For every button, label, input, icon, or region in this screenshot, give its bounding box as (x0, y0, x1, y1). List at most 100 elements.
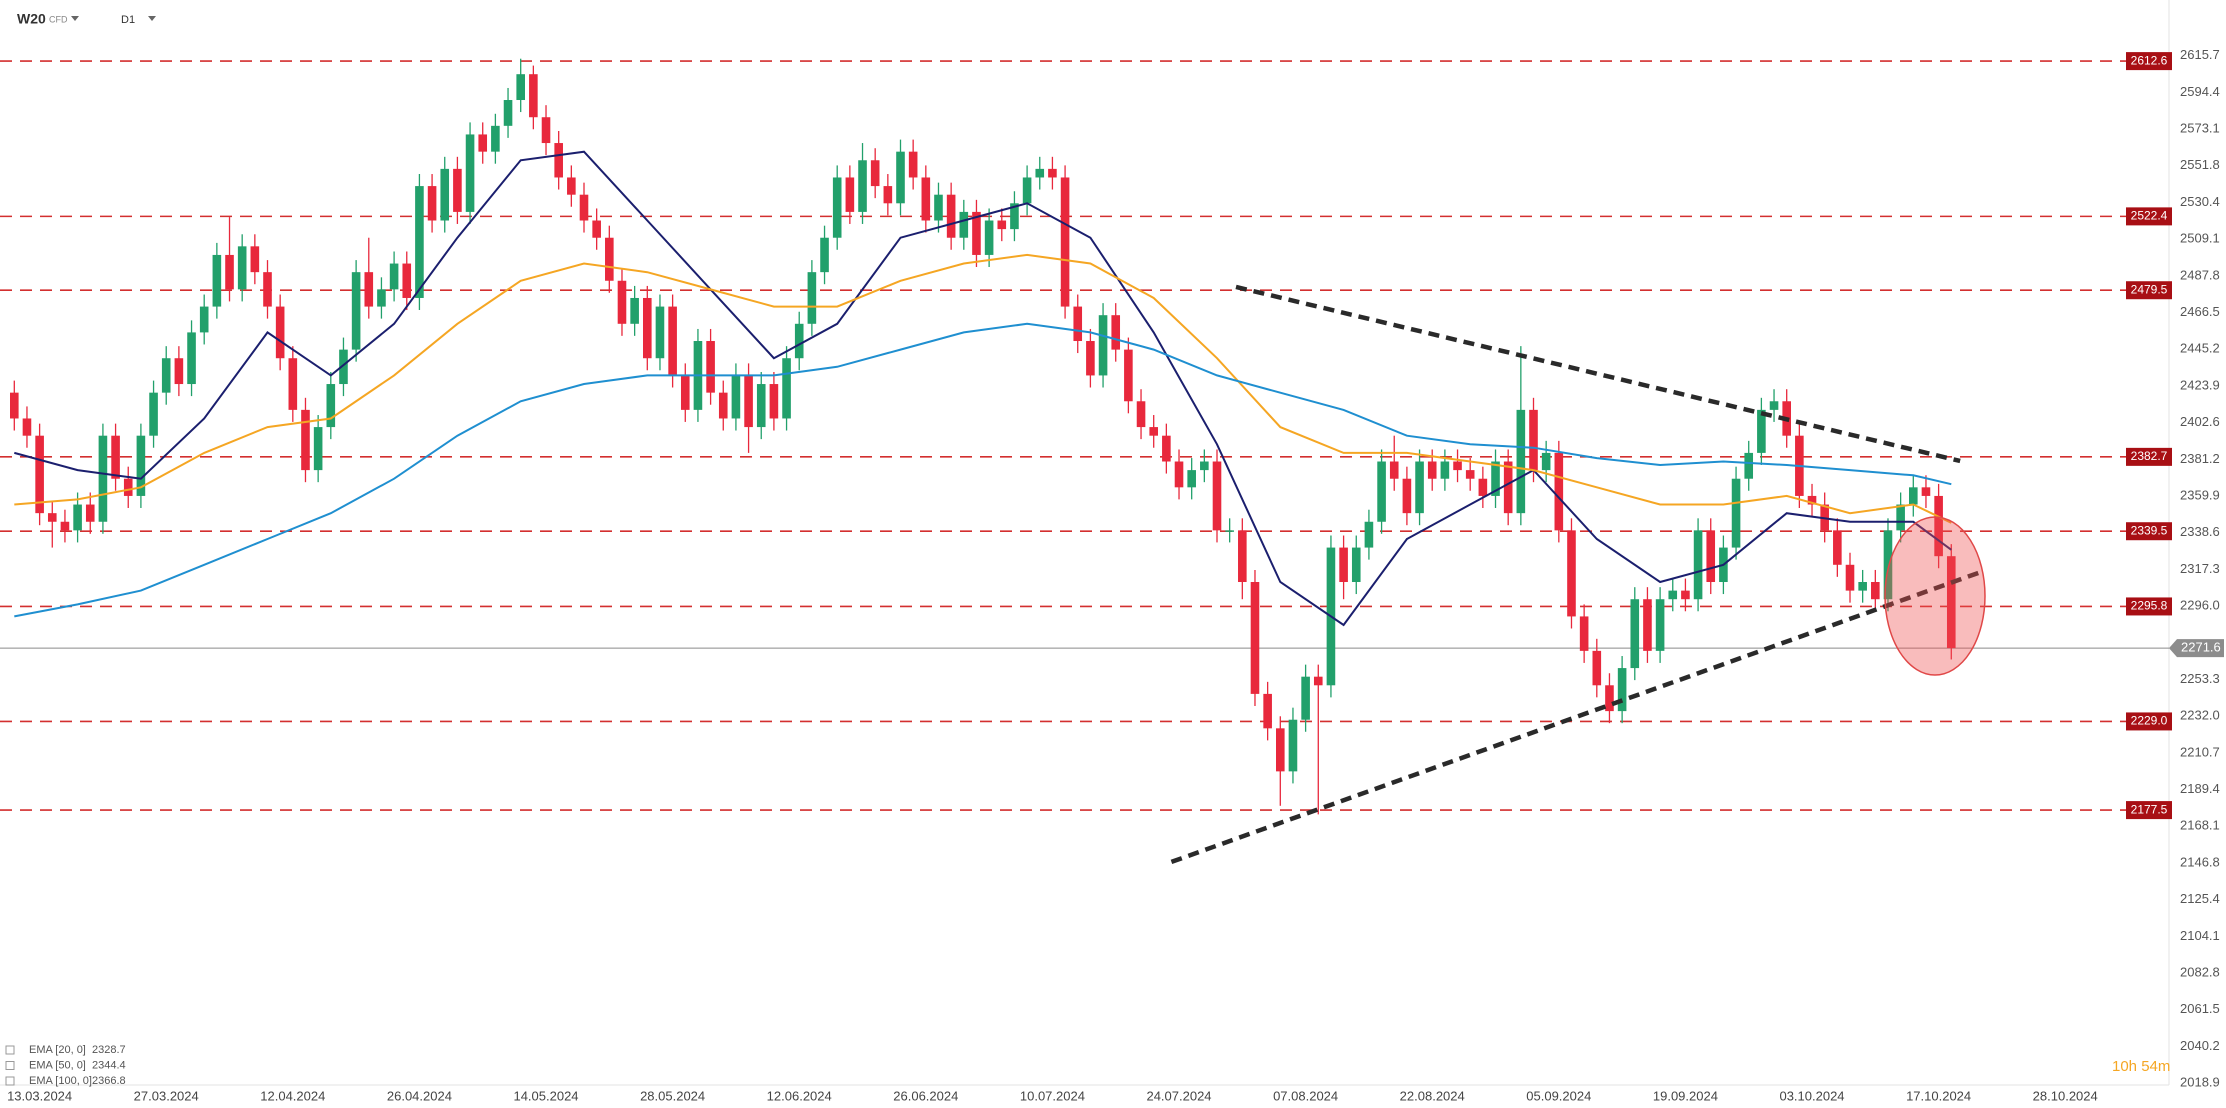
x-tick-label: 28.10.2024 (2033, 1088, 2098, 1103)
candle-body (643, 297, 652, 359)
candle-body (1769, 401, 1779, 410)
candle-body (22, 418, 32, 436)
candle-body (1946, 556, 1956, 649)
candle-body (529, 74, 538, 118)
symbol[interactable]: W20 (17, 11, 46, 27)
candle-body (111, 435, 120, 479)
candle-body (1934, 495, 1943, 557)
legend-icon (5, 1045, 15, 1055)
candle-body (1567, 530, 1576, 617)
last-price-box (2169, 639, 2224, 658)
candle-body (1288, 719, 1298, 772)
level-label: 2479.5 (2131, 282, 2168, 296)
level-label-box (2126, 207, 2172, 226)
x-tick-label: 26.04.2024 (387, 1088, 452, 1103)
candle-body (554, 143, 563, 178)
candle-body (731, 375, 741, 419)
candle-body (10, 392, 19, 419)
candle-body (883, 186, 893, 204)
candle-body (959, 211, 969, 238)
candle-body (174, 358, 184, 385)
legend-icon (5, 1076, 15, 1086)
interval[interactable]: D1 (121, 14, 135, 26)
candle-body (250, 246, 260, 273)
x-tick-label: 24.07.2024 (1146, 1088, 1211, 1103)
candle-body (275, 306, 285, 359)
level-label-box (2126, 281, 2172, 300)
level-label: 2382.7 (2131, 449, 2168, 463)
y-tick-label: 2104.1 (2180, 928, 2220, 943)
candle-body (668, 306, 677, 376)
candle-body (1643, 599, 1652, 651)
legend-icon (5, 1061, 15, 1070)
candle-body (491, 125, 500, 152)
ema-line (14, 253, 1952, 524)
candle-body (263, 272, 272, 307)
last-price-label: 2271.6 (2181, 640, 2221, 655)
plot: 2612.6 2522.4 2479.5 2382.7 2339.5 2295.8 2229… (0, 52, 2172, 865)
candle-body (313, 427, 323, 471)
candle-body (1440, 461, 1450, 479)
candle-body (1541, 452, 1551, 471)
candle-body (1200, 461, 1209, 471)
candle-body (1022, 177, 1032, 204)
candle-body (440, 168, 450, 221)
candle-body (807, 272, 817, 324)
candle-body (1389, 461, 1399, 479)
y-tick-label: 2082.8 (2180, 965, 2220, 980)
candle-body (1136, 401, 1146, 428)
y-tick-label: 2338.6 (2180, 524, 2220, 539)
candle-body (744, 375, 753, 428)
candle-body (1630, 599, 1640, 669)
candle-body (972, 211, 981, 255)
candle-body (1909, 487, 1918, 505)
level-label: 2339.5 (2131, 523, 2168, 537)
candle-body (1048, 168, 1057, 178)
candle-body (832, 177, 842, 238)
level-label-box (2126, 52, 2172, 71)
y-tick-label: 2551.8 (2180, 157, 2220, 172)
candle-body (351, 272, 361, 350)
y-tick-label: 2296.0 (2180, 598, 2220, 613)
y-tick-label: 2018.9 (2180, 1075, 2220, 1090)
level-label-box (2126, 447, 2172, 466)
candle-body (1010, 203, 1019, 230)
dropdown-caret[interactable] (148, 16, 156, 21)
candle-body (541, 117, 551, 144)
candle-body (1516, 409, 1526, 514)
candle-body (617, 280, 627, 324)
candle-body (225, 254, 234, 290)
candle-body (794, 323, 804, 359)
y-tick-label: 2466.5 (2180, 304, 2220, 319)
level-label-box (2126, 597, 2172, 616)
y-tick-label: 2381.2 (2180, 451, 2220, 466)
candle-body (415, 186, 424, 298)
x-tick-label: 14.05.2024 (513, 1088, 578, 1103)
x-tick-label: 07.08.2024 (1273, 1088, 1338, 1103)
candle-body (288, 358, 298, 410)
y-tick-label: 2530.4 (2180, 194, 2220, 209)
candle-body (1807, 495, 1817, 505)
candle-body (402, 263, 412, 298)
candle-body (858, 160, 867, 212)
candle-body (1693, 530, 1703, 600)
x-tick-label: 19.09.2024 (1653, 1088, 1718, 1103)
candle-body (908, 151, 918, 178)
candle-body (1465, 470, 1475, 479)
candle-body (1187, 470, 1196, 488)
countdown: 10h 54m (2112, 1058, 2170, 1075)
candle-body (339, 349, 348, 385)
y-tick-label: 2615.7 (2180, 47, 2220, 62)
x-tick-label: 12.04.2024 (260, 1088, 325, 1103)
candle-body (605, 237, 614, 281)
candle-body (1605, 685, 1614, 712)
dropdown-caret[interactable] (71, 16, 79, 21)
candle-body (1858, 582, 1867, 591)
candle-body (1415, 461, 1424, 514)
legend-label: EMA [50, 0] (29, 1059, 86, 1071)
candle-body (1111, 315, 1121, 350)
candle-body (896, 151, 905, 204)
candle-body (1060, 177, 1070, 307)
candle-body (1339, 547, 1348, 583)
